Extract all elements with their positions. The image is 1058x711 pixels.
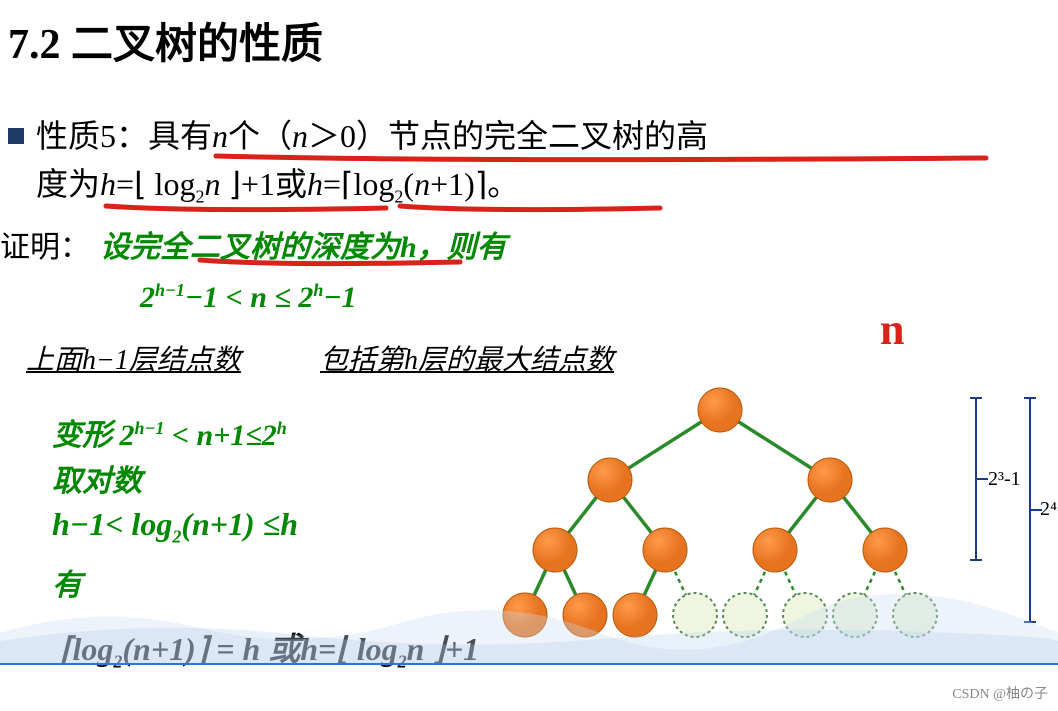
var-n: n <box>133 631 151 667</box>
height-brackets: 2³-1 2⁴-1 <box>970 390 1050 630</box>
bottom-divider <box>0 663 1058 665</box>
property-5-text: 性质5：具有n个（n＞0）节点的完全二叉树的高 度为h=⌊ log2n ⌋+1或… <box>36 112 708 220</box>
var-h: h <box>400 231 417 264</box>
t: =⌊ log <box>318 631 398 667</box>
proof-statement: 设完全二叉树的深度为h，则有 <box>100 222 507 266</box>
var-h: h <box>300 631 318 667</box>
sup: h−1 <box>135 418 165 438</box>
brace-label-2: 2⁴-1 <box>1040 498 1058 521</box>
final-equation: ⌈log2(n+1)⌉ = h 或h=⌊ log2n ⌋+1 <box>60 624 479 672</box>
bullet-square <box>8 128 24 144</box>
var-n: n <box>407 631 425 667</box>
binary-tree-diagram <box>480 380 960 640</box>
t: +1)⌉ = <box>151 631 243 667</box>
var-h: h <box>100 166 116 202</box>
t: 变形 2 <box>52 419 135 452</box>
t: 度为 <box>36 166 100 202</box>
sub2: 2 <box>398 651 407 671</box>
t: ⌋+1 <box>424 631 479 667</box>
t: ≤ 2 <box>267 281 313 314</box>
handwritten-n: n <box>880 304 904 355</box>
var-n: n <box>414 166 430 202</box>
t: −1 <box>323 281 356 314</box>
t: 2 <box>140 281 155 314</box>
section-title: 7.2 二叉树的性质 <box>8 10 323 71</box>
t: ( <box>122 631 133 667</box>
t: =⌊ log <box>116 166 195 202</box>
sup: h <box>277 418 287 438</box>
var-h: h <box>242 631 260 667</box>
t: −1 < <box>185 281 250 314</box>
sup: h <box>313 280 323 300</box>
t: +1) ≤ <box>210 506 280 542</box>
t: ，则有 <box>417 231 507 264</box>
t: ( <box>403 166 414 202</box>
layer-label-left: 上面h−1层结点数 <box>26 338 241 378</box>
var-h: h <box>307 166 323 202</box>
t: ( <box>181 506 192 542</box>
var-n: n <box>192 506 210 542</box>
t: ⌈log <box>60 631 113 667</box>
t: ＞0）节点的完全二叉树的高 <box>308 118 708 154</box>
prop5-label: 性质5： <box>36 118 148 154</box>
transform-line: 变形 2h−1 < n+1≤2h <box>52 410 287 454</box>
t: +1≤2 <box>213 419 277 452</box>
var-h: h <box>280 506 298 542</box>
t: 个（ <box>228 118 292 154</box>
var-n: n <box>292 118 308 154</box>
layer-label-right: 包括第h层的最大结点数 <box>320 338 614 378</box>
t: < <box>164 419 196 452</box>
proof-label: 证明： <box>0 222 90 266</box>
var-n: n <box>250 281 267 314</box>
sub2: 2 <box>172 526 181 546</box>
var-n: n <box>204 166 220 202</box>
t: h−1< log <box>52 506 172 542</box>
t: +1)⌉。 <box>430 166 519 202</box>
t: =⌈log <box>323 166 394 202</box>
t: 设完全二叉树的深度为 <box>100 231 400 264</box>
var-n: n <box>197 419 214 452</box>
var-n: n <box>212 118 228 154</box>
t: 或 <box>260 631 300 667</box>
have-label: 有 <box>52 560 82 604</box>
t: ⌋+1或 <box>220 166 307 202</box>
log-inequality: h−1< log2(n+1) ≤h <box>52 506 298 547</box>
t: 具有 <box>148 118 212 154</box>
inequality-1: 2h−1−1 < n ≤ 2h−1 <box>140 280 357 315</box>
sup: h−1 <box>155 280 185 300</box>
take-log-label: 取对数 <box>52 456 142 500</box>
watermark: CSDN @柚の子 <box>952 683 1048 703</box>
brace-label-1: 2³-1 <box>988 468 1021 491</box>
